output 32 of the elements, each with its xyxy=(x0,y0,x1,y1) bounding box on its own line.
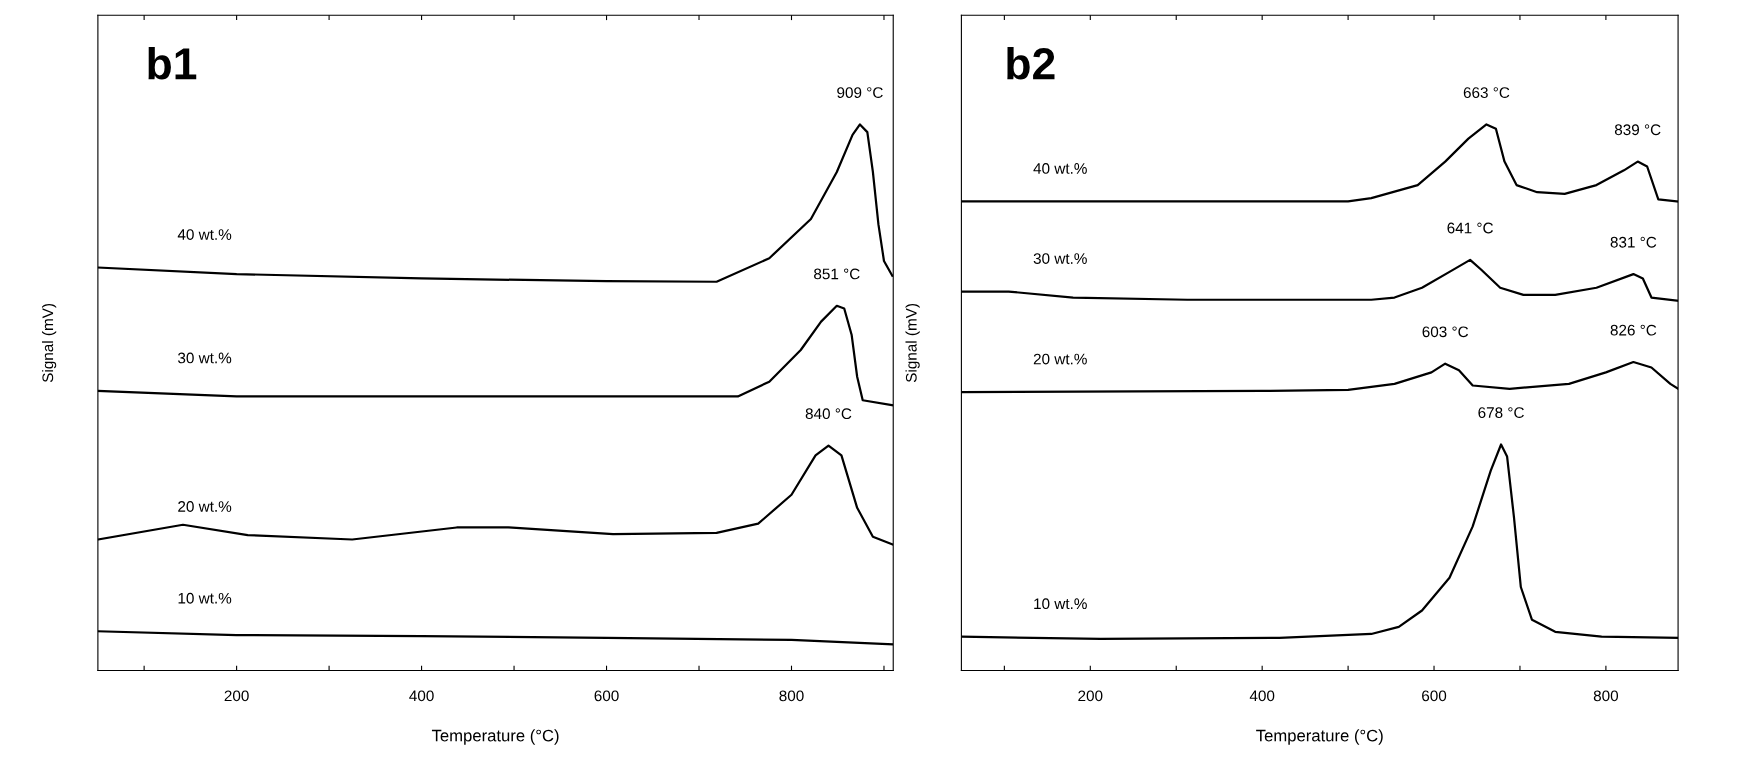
annotation: 641 °C xyxy=(1447,222,1493,234)
x-axis-title: Temperature (°C) xyxy=(431,729,559,745)
text: 909 °C xyxy=(837,87,883,99)
x-tick-label: 200 xyxy=(224,690,249,702)
x-tick-label: 800 xyxy=(779,690,804,702)
series-label: 10 wt.% xyxy=(1034,598,1087,610)
chart-title: b2 xyxy=(1007,46,1055,80)
y-axis-title: Signal (mV) xyxy=(41,303,57,383)
series-label: 20 wt.% xyxy=(178,501,232,512)
x-tick-label: 400 xyxy=(409,690,434,702)
annotation: 840 °C xyxy=(805,408,852,420)
annotation: 839 °C xyxy=(1614,124,1661,136)
chart-title: b1 xyxy=(148,46,197,80)
annotation: 831 °C xyxy=(1610,236,1657,248)
x-axis-title: Temperature (°C) xyxy=(1256,729,1383,745)
x-tick-label: 800 xyxy=(1593,690,1619,702)
series-label: 40 wt.% xyxy=(1033,163,1087,174)
annotation: 826 °C xyxy=(1610,324,1657,336)
x-tick-label: 600 xyxy=(594,690,619,702)
x-tick-label: 200 xyxy=(1078,690,1103,702)
series-label: 30 wt.% xyxy=(1033,253,1087,264)
text: 40 wt.% xyxy=(177,229,232,240)
annotation: 603 °C xyxy=(1422,326,1469,338)
series-label: 20 wt.% xyxy=(1033,353,1087,365)
annotation: 678 °C xyxy=(1478,407,1524,419)
x-tick-label: 400 xyxy=(1249,690,1275,702)
text: 30 wt.% xyxy=(178,352,232,364)
x-tick-label: 600 xyxy=(1422,690,1447,702)
text: 663 °C xyxy=(1463,87,1510,99)
annotation: 851 °C xyxy=(814,268,860,280)
y-axis-title: Signal (mV) xyxy=(905,303,920,383)
series-label: 10 wt.% xyxy=(178,592,232,604)
